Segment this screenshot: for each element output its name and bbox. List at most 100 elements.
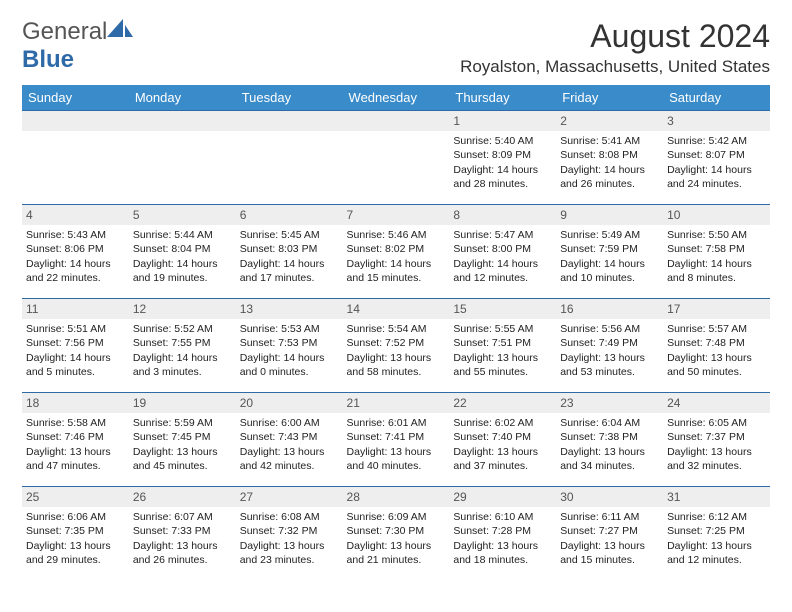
day-details: Sunrise: 5:45 AMSunset: 8:03 PMDaylight:… bbox=[236, 225, 343, 288]
day-number-empty bbox=[343, 111, 450, 131]
calendar-cell: 1Sunrise: 5:40 AMSunset: 8:09 PMDaylight… bbox=[449, 111, 556, 205]
calendar-row: 4Sunrise: 5:43 AMSunset: 8:06 PMDaylight… bbox=[22, 205, 770, 299]
day-number: 5 bbox=[129, 205, 236, 225]
calendar-cell: 9Sunrise: 5:49 AMSunset: 7:59 PMDaylight… bbox=[556, 205, 663, 299]
day-details: Sunrise: 6:00 AMSunset: 7:43 PMDaylight:… bbox=[236, 413, 343, 476]
day-details: Sunrise: 5:53 AMSunset: 7:53 PMDaylight:… bbox=[236, 319, 343, 382]
calendar-cell: 13Sunrise: 5:53 AMSunset: 7:53 PMDayligh… bbox=[236, 299, 343, 393]
calendar-cell: 10Sunrise: 5:50 AMSunset: 7:58 PMDayligh… bbox=[663, 205, 770, 299]
day-details: Sunrise: 5:40 AMSunset: 8:09 PMDaylight:… bbox=[449, 131, 556, 194]
day-number: 30 bbox=[556, 487, 663, 507]
month-title: August 2024 bbox=[460, 18, 770, 55]
location: Royalston, Massachusetts, United States bbox=[460, 57, 770, 77]
calendar-cell bbox=[343, 111, 450, 205]
day-details: Sunrise: 5:47 AMSunset: 8:00 PMDaylight:… bbox=[449, 225, 556, 288]
day-details: Sunrise: 6:06 AMSunset: 7:35 PMDaylight:… bbox=[22, 507, 129, 570]
calendar-cell: 3Sunrise: 5:42 AMSunset: 8:07 PMDaylight… bbox=[663, 111, 770, 205]
day-details: Sunrise: 6:09 AMSunset: 7:30 PMDaylight:… bbox=[343, 507, 450, 570]
sail-icon bbox=[107, 19, 133, 39]
calendar-cell: 14Sunrise: 5:54 AMSunset: 7:52 PMDayligh… bbox=[343, 299, 450, 393]
day-number-empty bbox=[236, 111, 343, 131]
day-number-empty bbox=[129, 111, 236, 131]
day-details: Sunrise: 5:54 AMSunset: 7:52 PMDaylight:… bbox=[343, 319, 450, 382]
calendar-cell: 26Sunrise: 6:07 AMSunset: 7:33 PMDayligh… bbox=[129, 487, 236, 581]
day-number: 31 bbox=[663, 487, 770, 507]
column-header: Tuesday bbox=[236, 85, 343, 111]
calendar-row: 11Sunrise: 5:51 AMSunset: 7:56 PMDayligh… bbox=[22, 299, 770, 393]
day-number: 14 bbox=[343, 299, 450, 319]
day-number: 17 bbox=[663, 299, 770, 319]
day-details: Sunrise: 5:49 AMSunset: 7:59 PMDaylight:… bbox=[556, 225, 663, 288]
day-details: Sunrise: 6:05 AMSunset: 7:37 PMDaylight:… bbox=[663, 413, 770, 476]
day-details: Sunrise: 5:41 AMSunset: 8:08 PMDaylight:… bbox=[556, 131, 663, 194]
calendar-row: 18Sunrise: 5:58 AMSunset: 7:46 PMDayligh… bbox=[22, 393, 770, 487]
brand-word2: Blue bbox=[22, 46, 74, 73]
day-details: Sunrise: 6:12 AMSunset: 7:25 PMDaylight:… bbox=[663, 507, 770, 570]
calendar-head: SundayMondayTuesdayWednesdayThursdayFrid… bbox=[22, 85, 770, 111]
day-details: Sunrise: 5:44 AMSunset: 8:04 PMDaylight:… bbox=[129, 225, 236, 288]
calendar-cell: 7Sunrise: 5:46 AMSunset: 8:02 PMDaylight… bbox=[343, 205, 450, 299]
calendar-cell: 29Sunrise: 6:10 AMSunset: 7:28 PMDayligh… bbox=[449, 487, 556, 581]
day-details: Sunrise: 5:43 AMSunset: 8:06 PMDaylight:… bbox=[22, 225, 129, 288]
column-header: Saturday bbox=[663, 85, 770, 111]
day-number: 20 bbox=[236, 393, 343, 413]
day-number: 23 bbox=[556, 393, 663, 413]
day-details: Sunrise: 6:11 AMSunset: 7:27 PMDaylight:… bbox=[556, 507, 663, 570]
calendar-cell: 21Sunrise: 6:01 AMSunset: 7:41 PMDayligh… bbox=[343, 393, 450, 487]
day-details: Sunrise: 5:57 AMSunset: 7:48 PMDaylight:… bbox=[663, 319, 770, 382]
calendar-cell: 8Sunrise: 5:47 AMSunset: 8:00 PMDaylight… bbox=[449, 205, 556, 299]
day-number: 1 bbox=[449, 111, 556, 131]
calendar-cell: 17Sunrise: 5:57 AMSunset: 7:48 PMDayligh… bbox=[663, 299, 770, 393]
day-number: 22 bbox=[449, 393, 556, 413]
calendar-cell: 16Sunrise: 5:56 AMSunset: 7:49 PMDayligh… bbox=[556, 299, 663, 393]
day-number-empty bbox=[22, 111, 129, 131]
column-header: Wednesday bbox=[343, 85, 450, 111]
day-number: 21 bbox=[343, 393, 450, 413]
day-details: Sunrise: 6:02 AMSunset: 7:40 PMDaylight:… bbox=[449, 413, 556, 476]
calendar-cell: 18Sunrise: 5:58 AMSunset: 7:46 PMDayligh… bbox=[22, 393, 129, 487]
day-details: Sunrise: 6:07 AMSunset: 7:33 PMDaylight:… bbox=[129, 507, 236, 570]
title-block: August 2024 Royalston, Massachusetts, Un… bbox=[460, 18, 770, 77]
day-number: 27 bbox=[236, 487, 343, 507]
day-details: Sunrise: 5:58 AMSunset: 7:46 PMDaylight:… bbox=[22, 413, 129, 476]
day-details: Sunrise: 5:42 AMSunset: 8:07 PMDaylight:… bbox=[663, 131, 770, 194]
day-number: 6 bbox=[236, 205, 343, 225]
brand-text: General Blue bbox=[22, 18, 133, 74]
day-details: Sunrise: 5:50 AMSunset: 7:58 PMDaylight:… bbox=[663, 225, 770, 288]
calendar-cell: 19Sunrise: 5:59 AMSunset: 7:45 PMDayligh… bbox=[129, 393, 236, 487]
calendar-cell: 23Sunrise: 6:04 AMSunset: 7:38 PMDayligh… bbox=[556, 393, 663, 487]
day-number: 8 bbox=[449, 205, 556, 225]
calendar-cell bbox=[22, 111, 129, 205]
header: General Blue August 2024 Royalston, Mass… bbox=[22, 18, 770, 77]
day-number: 24 bbox=[663, 393, 770, 413]
calendar-cell: 28Sunrise: 6:09 AMSunset: 7:30 PMDayligh… bbox=[343, 487, 450, 581]
calendar-table: SundayMondayTuesdayWednesdayThursdayFrid… bbox=[22, 85, 770, 581]
brand-word1: General bbox=[22, 18, 107, 45]
day-number: 15 bbox=[449, 299, 556, 319]
day-number: 10 bbox=[663, 205, 770, 225]
calendar-cell: 5Sunrise: 5:44 AMSunset: 8:04 PMDaylight… bbox=[129, 205, 236, 299]
day-details: Sunrise: 6:01 AMSunset: 7:41 PMDaylight:… bbox=[343, 413, 450, 476]
column-header: Sunday bbox=[22, 85, 129, 111]
day-number: 2 bbox=[556, 111, 663, 131]
day-number: 3 bbox=[663, 111, 770, 131]
day-details: Sunrise: 5:56 AMSunset: 7:49 PMDaylight:… bbox=[556, 319, 663, 382]
calendar-cell: 30Sunrise: 6:11 AMSunset: 7:27 PMDayligh… bbox=[556, 487, 663, 581]
calendar-cell: 22Sunrise: 6:02 AMSunset: 7:40 PMDayligh… bbox=[449, 393, 556, 487]
day-number: 7 bbox=[343, 205, 450, 225]
day-details: Sunrise: 5:51 AMSunset: 7:56 PMDaylight:… bbox=[22, 319, 129, 382]
calendar-cell: 11Sunrise: 5:51 AMSunset: 7:56 PMDayligh… bbox=[22, 299, 129, 393]
brand-logo: General Blue bbox=[22, 18, 133, 74]
column-header: Monday bbox=[129, 85, 236, 111]
day-number: 4 bbox=[22, 205, 129, 225]
day-number: 11 bbox=[22, 299, 129, 319]
day-details: Sunrise: 5:46 AMSunset: 8:02 PMDaylight:… bbox=[343, 225, 450, 288]
column-header: Thursday bbox=[449, 85, 556, 111]
calendar-cell bbox=[236, 111, 343, 205]
day-number: 29 bbox=[449, 487, 556, 507]
day-number: 25 bbox=[22, 487, 129, 507]
day-details: Sunrise: 6:08 AMSunset: 7:32 PMDaylight:… bbox=[236, 507, 343, 570]
day-number: 28 bbox=[343, 487, 450, 507]
day-details: Sunrise: 5:52 AMSunset: 7:55 PMDaylight:… bbox=[129, 319, 236, 382]
calendar-row: 1Sunrise: 5:40 AMSunset: 8:09 PMDaylight… bbox=[22, 111, 770, 205]
